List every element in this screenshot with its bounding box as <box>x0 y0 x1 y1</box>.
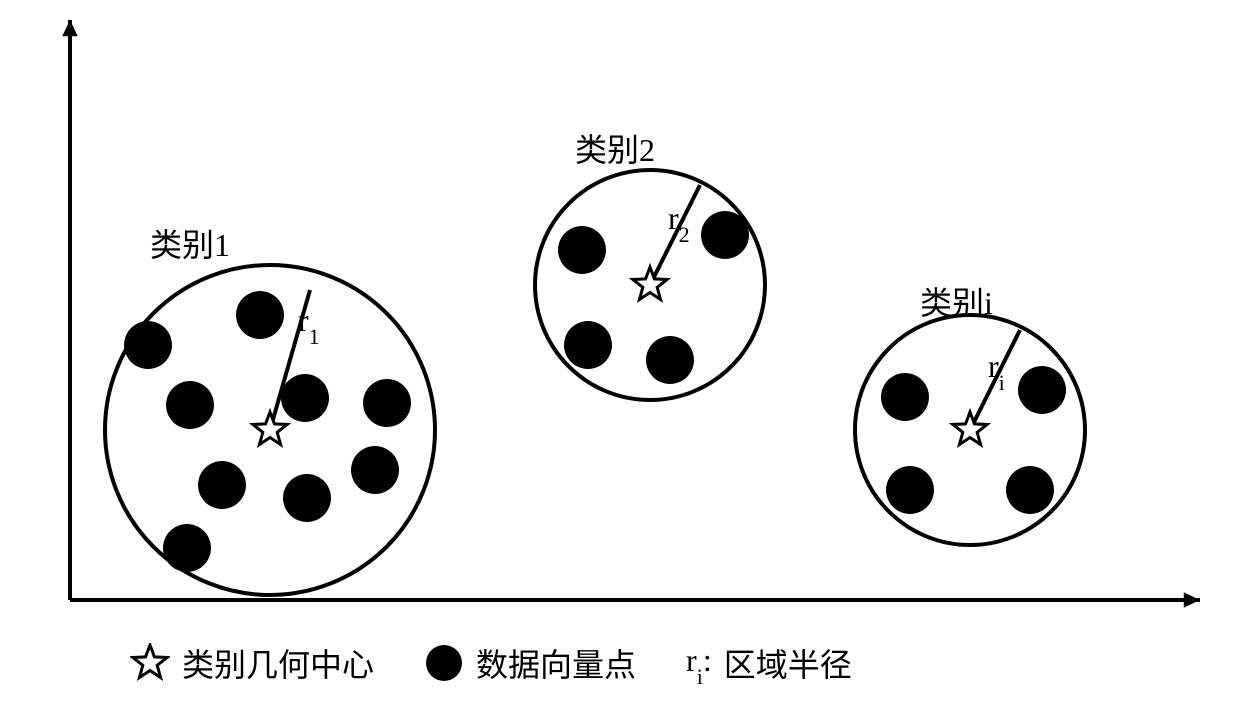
legend-star-text: 类别几何中心 <box>182 640 374 686</box>
legend-dot-text: 数据向量点 <box>476 640 636 686</box>
legend-radius-symbol: ri: <box>686 642 712 684</box>
cluster1-radius-label: r1 <box>298 302 320 344</box>
diagram-svg <box>0 0 1240 715</box>
cluster2-radius-label: r2 <box>668 200 690 242</box>
cluster-diagram: 类别1 r1 类别2 r2 类别i ri 类别几何中心 数据向量点 ri: 区域 <box>0 0 1240 715</box>
star-icon <box>130 643 170 683</box>
legend-radius-item: ri: 区域半径 <box>686 640 852 686</box>
cluster2-label: 类别2 <box>575 125 655 171</box>
cluster-i-label: 类别i <box>920 278 993 324</box>
cluster1-label: 类别1 <box>150 220 230 266</box>
legend-radius-text: 区域半径 <box>724 640 852 686</box>
dot-icon <box>424 643 464 683</box>
legend: 类别几何中心 数据向量点 ri: 区域半径 <box>130 640 852 686</box>
legend-dot-item: 数据向量点 <box>424 640 636 686</box>
cluster-i-radius-label: ri <box>988 348 1005 390</box>
legend-star-item: 类别几何中心 <box>130 640 374 686</box>
